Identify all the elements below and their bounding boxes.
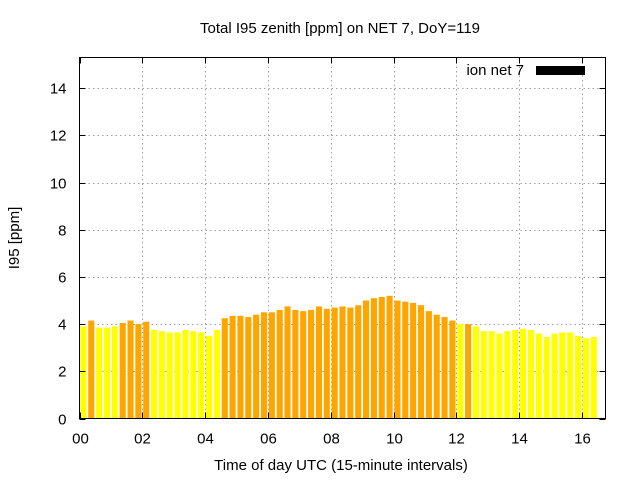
bar	[441, 317, 448, 419]
bar	[237, 315, 244, 419]
bar	[213, 330, 220, 419]
bar	[135, 324, 142, 419]
bar	[567, 332, 574, 419]
bar	[457, 324, 464, 419]
bar	[166, 332, 173, 419]
bar	[111, 326, 118, 419]
bar	[96, 327, 103, 419]
bar	[551, 333, 558, 419]
y-tick-label: 8	[58, 223, 66, 240]
legend: ion net 7	[466, 62, 585, 79]
bar	[465, 324, 472, 419]
bar	[245, 317, 252, 419]
bar	[449, 320, 456, 419]
y-tick-label: 2	[58, 364, 66, 381]
bar	[221, 318, 228, 419]
bar	[308, 309, 315, 419]
x-tick-label: 00	[72, 431, 89, 448]
bar	[300, 311, 307, 419]
x-tick-label: 08	[323, 431, 340, 448]
bar	[103, 327, 111, 419]
legend-label: ion net 7	[466, 62, 524, 79]
bar	[253, 314, 260, 419]
bar-series	[80, 295, 597, 419]
bar	[174, 332, 181, 419]
y-tick-label: 12	[50, 128, 67, 145]
plot-frame	[79, 57, 606, 419]
bar	[488, 331, 495, 419]
bar	[527, 330, 534, 419]
bar	[80, 326, 87, 419]
bar	[378, 296, 385, 419]
x-axis-label: Time of day UTC (15-minute intervals)	[214, 457, 468, 474]
x-tick-label: 02	[134, 431, 151, 448]
x-tick-label: 12	[448, 431, 465, 448]
bar	[292, 309, 299, 419]
bar	[472, 326, 480, 419]
chart-title: Total I95 zenith [ppm] on NET 7, DoY=119	[200, 20, 480, 37]
bar	[386, 295, 393, 419]
bar	[417, 305, 425, 419]
grid-lines	[79, 57, 606, 419]
y-tick-label: 6	[58, 270, 66, 287]
bar	[158, 331, 165, 419]
bar	[229, 315, 236, 419]
bar	[520, 328, 527, 419]
y-tick-label: 4	[58, 317, 66, 334]
bar	[331, 307, 338, 419]
bar	[347, 307, 354, 419]
bar	[433, 314, 440, 419]
bar	[151, 330, 158, 419]
bar	[315, 306, 323, 419]
bar	[182, 330, 189, 419]
x-tick-label: 16	[574, 431, 591, 448]
y-tick-label: 0	[58, 412, 66, 429]
bar	[260, 312, 268, 419]
bar	[543, 337, 550, 419]
bar	[127, 320, 134, 419]
bar	[582, 338, 589, 419]
bar	[559, 332, 566, 419]
bar	[355, 305, 362, 419]
bar	[504, 331, 511, 419]
bar	[480, 331, 487, 419]
bar	[496, 333, 503, 419]
x-tick-label: 14	[511, 431, 528, 448]
x-tick-label: 04	[197, 431, 214, 448]
bar	[362, 300, 370, 419]
bar	[410, 302, 417, 419]
y-axis-label: I95 [ppm]	[6, 207, 23, 270]
bar	[512, 330, 519, 419]
bar	[88, 320, 95, 419]
bar	[339, 306, 346, 419]
bar	[425, 311, 432, 419]
bar	[205, 335, 213, 419]
bar	[276, 309, 283, 419]
bar	[143, 321, 150, 419]
bar	[198, 332, 205, 419]
bar	[284, 306, 291, 419]
bar	[190, 331, 197, 419]
bar	[574, 335, 582, 419]
bar	[535, 333, 542, 419]
bar	[119, 322, 126, 419]
y-tick-label: 10	[50, 176, 67, 193]
bar	[402, 301, 409, 419]
bar	[590, 337, 597, 419]
legend-swatch	[536, 66, 585, 75]
y-tick-label: 14	[50, 81, 67, 98]
bar	[370, 298, 377, 419]
bar	[323, 308, 330, 419]
x-tick-label: 06	[260, 431, 277, 448]
bar	[268, 312, 275, 419]
bar	[394, 300, 401, 419]
x-tick-label: 10	[386, 431, 403, 448]
